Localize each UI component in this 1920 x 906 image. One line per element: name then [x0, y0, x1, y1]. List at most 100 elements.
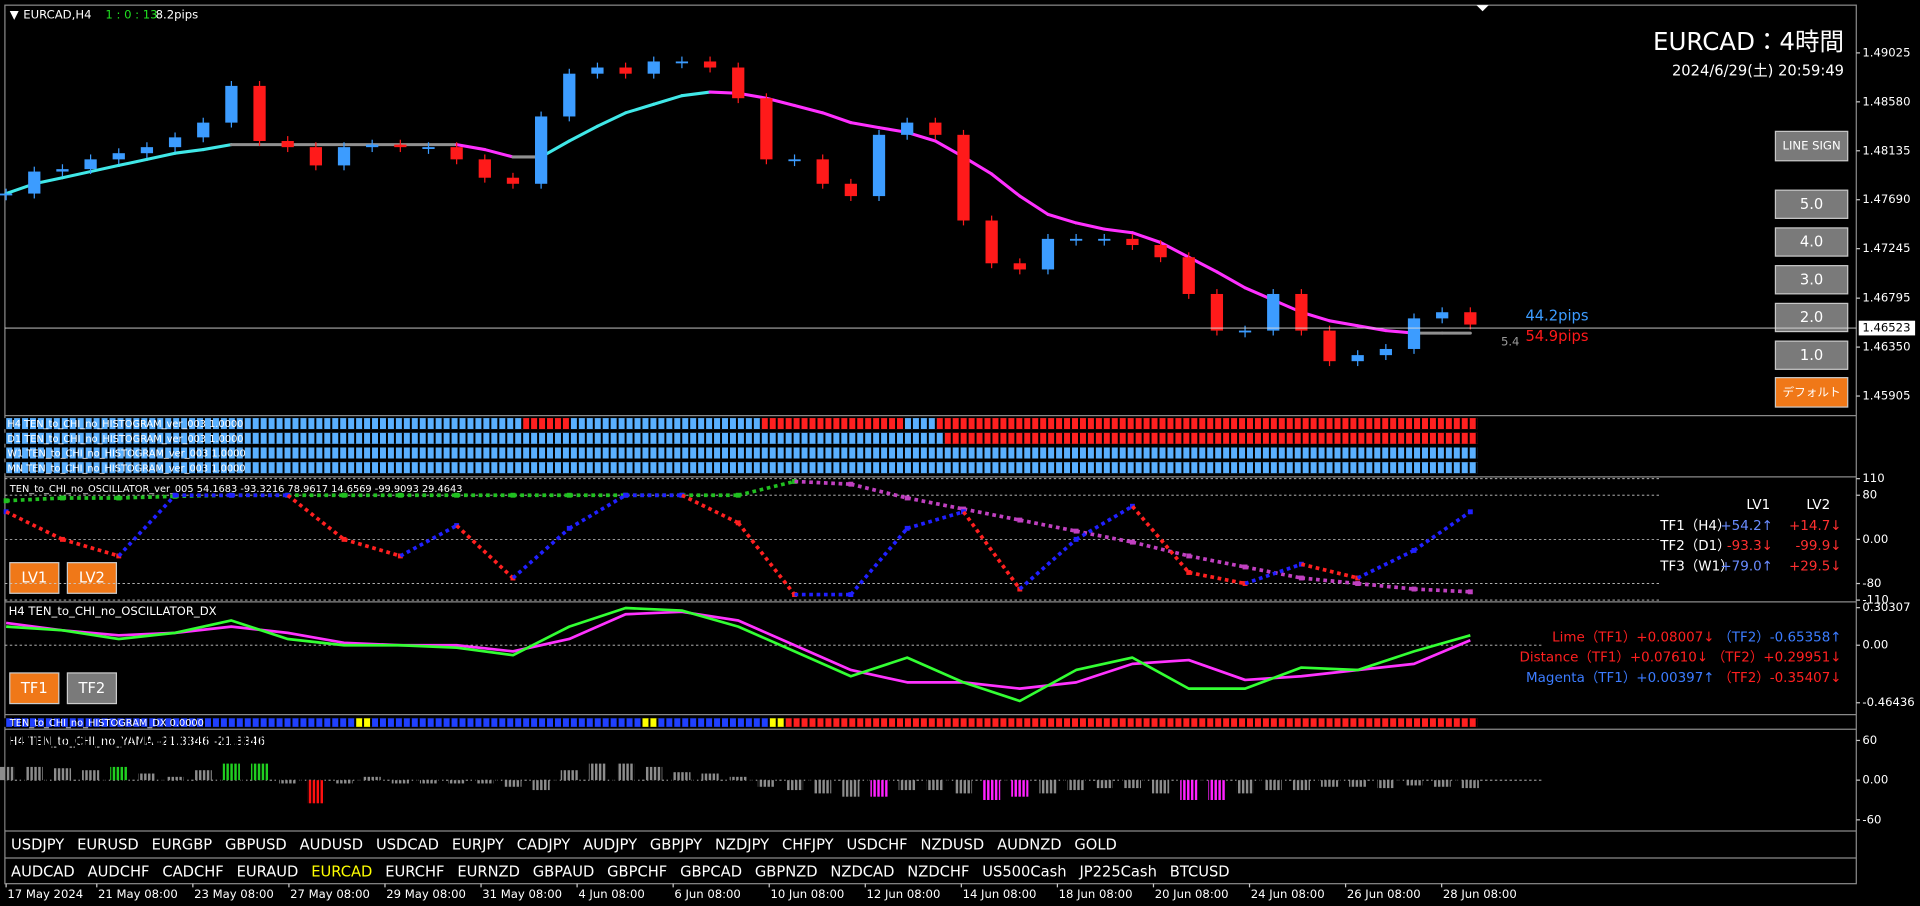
collapse-arrow: ▼: [10, 7, 19, 21]
symbol-tab[interactable]: EURNZD: [457, 864, 520, 881]
y-tick-label: -0.46436: [1862, 695, 1914, 709]
table-value: +79.0↑: [1720, 558, 1773, 574]
button-label[interactable]: 2.0: [1800, 309, 1823, 326]
moving-average: [990, 172, 1022, 198]
symbol-tab[interactable]: NZDCHF: [907, 864, 969, 881]
yama-bar: [53, 768, 72, 781]
oscillator-point: [341, 536, 347, 542]
symbol-tab[interactable]: EURAUD: [237, 864, 299, 881]
button-label[interactable]: LINE SIGN: [1782, 139, 1840, 153]
lv-buttons: LV1 LV2: [9, 562, 118, 594]
button-label[interactable]: TF2: [78, 680, 106, 697]
symbol-tab[interactable]: GBPUSD: [225, 837, 287, 854]
symbol-tab[interactable]: AUDJPY: [583, 837, 637, 854]
candle: [1379, 348, 1392, 356]
button-frame[interactable]: [1774, 130, 1849, 162]
yama-bar: [110, 766, 128, 781]
symbol-tab[interactable]: CHFJPY: [782, 837, 834, 854]
symbol-tab[interactable]: AUDCAD: [11, 864, 75, 881]
y-tick-label: 60: [1862, 733, 1877, 747]
symbol-tab[interactable]: EURGBP: [152, 837, 213, 854]
oscillator-point: [1242, 564, 1248, 570]
symbol-tab[interactable]: USDJPY: [11, 837, 64, 854]
symbol-tab[interactable]: US500Cash: [982, 864, 1066, 881]
histogram-run: [769, 718, 786, 727]
symbol-tab[interactable]: GBPCHF: [607, 864, 667, 881]
moving-average: [1074, 221, 1106, 231]
tf2-button[interactable]: [66, 672, 118, 705]
moving-average: [680, 90, 712, 98]
ratio-label: 5.4: [1501, 335, 1520, 349]
symbol-tab[interactable]: JP225Cash: [1078, 864, 1156, 881]
candle: [1407, 318, 1421, 349]
symbol-tab[interactable]: GBPJPY: [650, 837, 702, 854]
symbol-tab[interactable]: EURCAD: [311, 864, 372, 881]
y-tick-label: -80: [1862, 576, 1881, 590]
x-tick-label: 28 Jun 08:00: [1443, 887, 1517, 901]
symbol-tab[interactable]: AUDUSD: [300, 837, 364, 854]
symbol-tab[interactable]: GBPCAD: [680, 864, 742, 881]
button-frame[interactable]: [1774, 377, 1849, 408]
candle: [1238, 330, 1252, 333]
x-tick-label: 23 May 08:00: [194, 887, 274, 901]
y-tick-label: 110: [1862, 471, 1884, 485]
button-label[interactable]: TF1: [20, 680, 48, 697]
histogram-run: [6, 462, 1478, 474]
button-label[interactable]: デフォルト: [1782, 385, 1840, 399]
symbol-tab[interactable]: GBPAUD: [533, 864, 594, 881]
level-button[interactable]: [1774, 265, 1849, 295]
candle: [1323, 330, 1336, 362]
symbol-tab[interactable]: BTCUSD: [1170, 864, 1230, 881]
moving-average: [849, 121, 881, 130]
x-tick-label: 12 Jun 08:00: [867, 887, 941, 901]
symbol-tab[interactable]: CADCHF: [162, 864, 223, 881]
oscillator-lv1: [1075, 504, 1134, 541]
symbol-tab[interactable]: USDCAD: [376, 837, 439, 854]
default-button[interactable]: デフォルト: [1774, 377, 1849, 408]
button-label[interactable]: 1.0: [1800, 347, 1823, 364]
level-button[interactable]: [1774, 189, 1849, 219]
symbol-tab[interactable]: GOLD: [1074, 837, 1116, 854]
x-tick-label: 21 May 08:00: [98, 887, 178, 901]
symbol-tab[interactable]: USDCHF: [846, 837, 907, 854]
lv1-button[interactable]: [9, 562, 60, 594]
y-tick-label: 1.47245: [1862, 241, 1910, 255]
symbol-tab[interactable]: EURUSD: [77, 837, 139, 854]
symbol-tab[interactable]: CADJPY: [517, 837, 570, 854]
dx-value: Lime（TF1）+0.08007↓: [1552, 629, 1714, 645]
button-label[interactable]: 4.0: [1800, 234, 1823, 251]
button-label[interactable]: LV1: [21, 570, 47, 587]
symbol-tab[interactable]: NZDCAD: [830, 864, 894, 881]
oscillator-lv2: [1244, 565, 1302, 580]
oscillator-point: [341, 492, 347, 498]
yama-bar: [898, 780, 916, 791]
symbol-tab[interactable]: AUDCHF: [88, 864, 150, 881]
tf1-button[interactable]: [9, 672, 60, 705]
level-button[interactable]: [1774, 340, 1849, 370]
button-label[interactable]: 5.0: [1800, 196, 1823, 213]
button-label[interactable]: 3.0: [1800, 271, 1823, 288]
candle: [56, 169, 69, 172]
symbol-tab[interactable]: NZDUSD: [920, 837, 984, 854]
symbol-tab[interactable]: NZDJPY: [715, 837, 769, 854]
y-tick-label: 1.49025: [1862, 45, 1910, 59]
oscillator-lv2: [1188, 554, 1246, 569]
line-sign-button[interactable]: LINE SIGN: [1774, 130, 1849, 162]
oscillator-point: [228, 492, 234, 498]
histogram-run: [6, 718, 357, 727]
level-button[interactable]: [1774, 227, 1849, 257]
lv2-button[interactable]: [66, 562, 118, 594]
candle: [788, 159, 801, 162]
dx-value: （TF2）+0.29951↓: [1712, 650, 1842, 666]
symbol-tab[interactable]: AUDNZD: [997, 837, 1061, 854]
candle: [1436, 312, 1449, 319]
table-row-label: TF3（W1）: [1659, 558, 1733, 574]
symbol-tab[interactable]: GBPNZD: [755, 864, 818, 881]
button-label[interactable]: LV2: [79, 570, 105, 587]
level-button[interactable]: [1774, 302, 1849, 333]
symbol-tab[interactable]: EURCHF: [385, 864, 444, 881]
moving-average: [821, 111, 853, 125]
moving-average: [1159, 240, 1191, 259]
oscillator-point: [59, 536, 65, 542]
symbol-tab[interactable]: EURJPY: [452, 837, 504, 854]
